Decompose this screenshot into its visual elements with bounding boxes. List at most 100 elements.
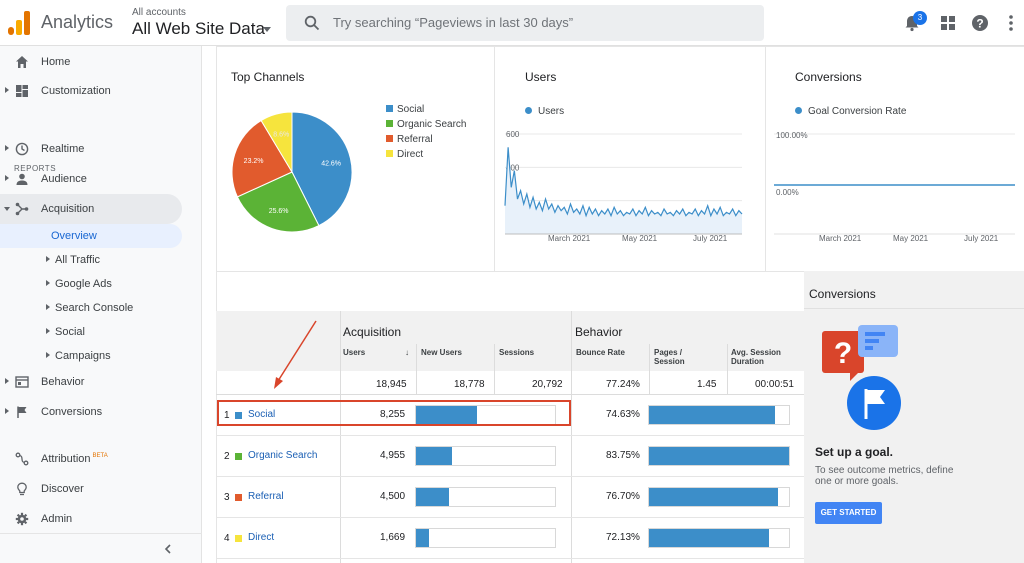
main-content: Top Channels 42.6% 25.6% 23.2% 8.6% Social …: [216, 46, 1024, 563]
acquisition-icon: [15, 202, 29, 216]
left-divider: [216, 46, 217, 563]
pie-slice[interactable]: [260, 111, 293, 174]
table-row[interactable]: 4 Direct 1,669 72.13%: [216, 518, 804, 559]
sidebar-item-overview[interactable]: Overview: [0, 224, 182, 248]
new-users-bar-fill: [416, 406, 477, 424]
channel-link[interactable]: Social: [248, 409, 276, 420]
sidebar-item-campaigns[interactable]: Campaigns: [0, 344, 202, 368]
table-row[interactable]: 1 Social 8,255 74.63%: [216, 395, 804, 436]
total-avg-duration: 00:00:51: [755, 379, 794, 390]
channel-link[interactable]: Referral: [248, 491, 284, 502]
home-icon: [16, 56, 28, 68]
bounce-rate-value: 76.70%: [606, 491, 640, 502]
channel-link[interactable]: Organic Search: [248, 450, 318, 461]
col-header-avg-session-duration[interactable]: Avg. Session Duration: [731, 348, 781, 366]
x-tick: July 2021: [693, 234, 728, 243]
sidebar-item-home[interactable]: Home: [0, 47, 202, 77]
col-divider: [727, 344, 728, 394]
help-icon[interactable]: ?: [970, 13, 990, 33]
account-path[interactable]: All accounts: [132, 7, 186, 18]
col-header-pages-session[interactable]: Pages / Session: [654, 348, 685, 366]
pie-slice[interactable]: [236, 171, 320, 233]
goal-illustration-icon: ?: [822, 325, 901, 430]
panel-divider: [765, 46, 766, 271]
legend-direct[interactable]: Direct: [386, 149, 423, 160]
sidebar-item-attribution[interactable]: Attribution BETA: [0, 444, 202, 474]
legend-social[interactable]: Social: [386, 104, 424, 115]
col-divider: [571, 311, 572, 563]
conversions-card-title: Conversions: [809, 287, 876, 301]
dashboard-icon: [16, 85, 28, 97]
legend-swatch: [386, 150, 393, 157]
sidebar-item-all-traffic[interactable]: All Traffic: [0, 248, 202, 272]
new-users-bar: [415, 528, 556, 548]
sidebar-item-discover[interactable]: Discover: [0, 474, 202, 504]
sidebar-item-customization[interactable]: Customization: [0, 76, 202, 106]
bounce-rate-bar: [648, 528, 790, 548]
reports-heading: REPORTS: [14, 164, 57, 173]
conversions-panel-title: Conversions: [795, 70, 862, 84]
users-legend[interactable]: Users: [525, 106, 564, 117]
users-line-chart: 600400200: [504, 130, 743, 235]
panel-divider: [494, 46, 495, 271]
channel-link[interactable]: Direct: [248, 532, 275, 543]
users-series-line[interactable]: [504, 147, 743, 218]
setup-goal-description: To see outcome metrics, define one or mo…: [815, 465, 954, 487]
bounce-rate-bar-fill: [649, 529, 769, 547]
col-header-users[interactable]: Users ↓: [343, 348, 409, 357]
legend-swatch: [386, 120, 393, 127]
pie-slice-label: 42.6%: [321, 161, 341, 168]
sidebar-item-audience[interactable]: Audience: [0, 164, 202, 194]
row-divider: [216, 476, 804, 477]
section-divider: [216, 271, 1024, 272]
sidebar-item-search-console[interactable]: Search Console: [0, 296, 202, 320]
view-selector[interactable]: All Web Site Data: [132, 19, 265, 38]
new-users-bar-fill: [416, 447, 452, 465]
get-started-button[interactable]: GET STARTED: [815, 502, 882, 524]
channel-color-swatch: [235, 453, 242, 460]
collapse-sidebar-icon[interactable]: [162, 543, 174, 555]
users-value: 1,669: [380, 532, 406, 543]
col-header-new-users[interactable]: New Users: [421, 348, 462, 357]
sidebar-item-realtime[interactable]: Realtime: [0, 134, 202, 164]
chevron-down-icon[interactable]: [263, 27, 271, 32]
total-new-users: 18,778: [454, 379, 485, 390]
collapse-arrow-icon: [4, 207, 10, 211]
bounce-rate-value: 83.75%: [606, 450, 640, 461]
bounce-rate-bar-fill: [649, 447, 789, 465]
analytics-logo-icon[interactable]: [8, 11, 30, 35]
setup-goal-heading: Set up a goal.: [815, 445, 894, 459]
sidebar-item-conversions[interactable]: Conversions: [0, 397, 202, 427]
pie-slice-label: 8.6%: [273, 131, 289, 138]
y-tick: 100.00%: [776, 131, 808, 140]
apps-grid-icon[interactable]: [938, 13, 958, 33]
col-header-sessions[interactable]: Sessions: [499, 348, 535, 357]
more-vert-icon[interactable]: [1001, 13, 1021, 33]
new-users-bar: [415, 446, 556, 466]
sidebar-item-google-ads[interactable]: Google Ads: [0, 272, 202, 296]
users-value: 8,255: [380, 409, 406, 420]
col-header-bounce-rate[interactable]: Bounce Rate: [576, 348, 625, 357]
sidebar-item-behavior[interactable]: Behavior: [0, 367, 202, 397]
bounce-rate-value: 72.13%: [606, 532, 640, 543]
pie-slice[interactable]: [231, 119, 293, 198]
legend-referral[interactable]: Referral: [386, 134, 433, 145]
row-number: 1: [224, 410, 230, 421]
behavior-icon: [15, 376, 29, 388]
expand-arrow-icon: [46, 352, 50, 358]
legend-organic-search[interactable]: Organic Search: [386, 119, 466, 130]
conversions-legend[interactable]: Goal Conversion Rate: [795, 106, 906, 117]
sidebar-item-acquisition[interactable]: Acquisition: [0, 194, 182, 224]
row-divider: [216, 558, 804, 559]
pie-slice[interactable]: [291, 111, 353, 227]
top-divider: [216, 46, 1024, 47]
svg-text:?: ?: [976, 17, 983, 31]
bounce-rate-value: 74.63%: [606, 409, 640, 420]
sidebar-item-admin[interactable]: Admin: [0, 504, 202, 534]
table-row[interactable]: 2 Organic Search 4,955 83.75%: [216, 436, 804, 477]
search-placeholder: Try searching “Pageviews in last 30 days…: [333, 15, 574, 30]
search-bar[interactable]: Try searching “Pageviews in last 30 days…: [286, 5, 764, 41]
expand-arrow-icon: [5, 87, 9, 93]
sidebar-item-social[interactable]: Social: [0, 320, 202, 344]
table-row[interactable]: 3 Referral 4,500 76.70%: [216, 477, 804, 518]
